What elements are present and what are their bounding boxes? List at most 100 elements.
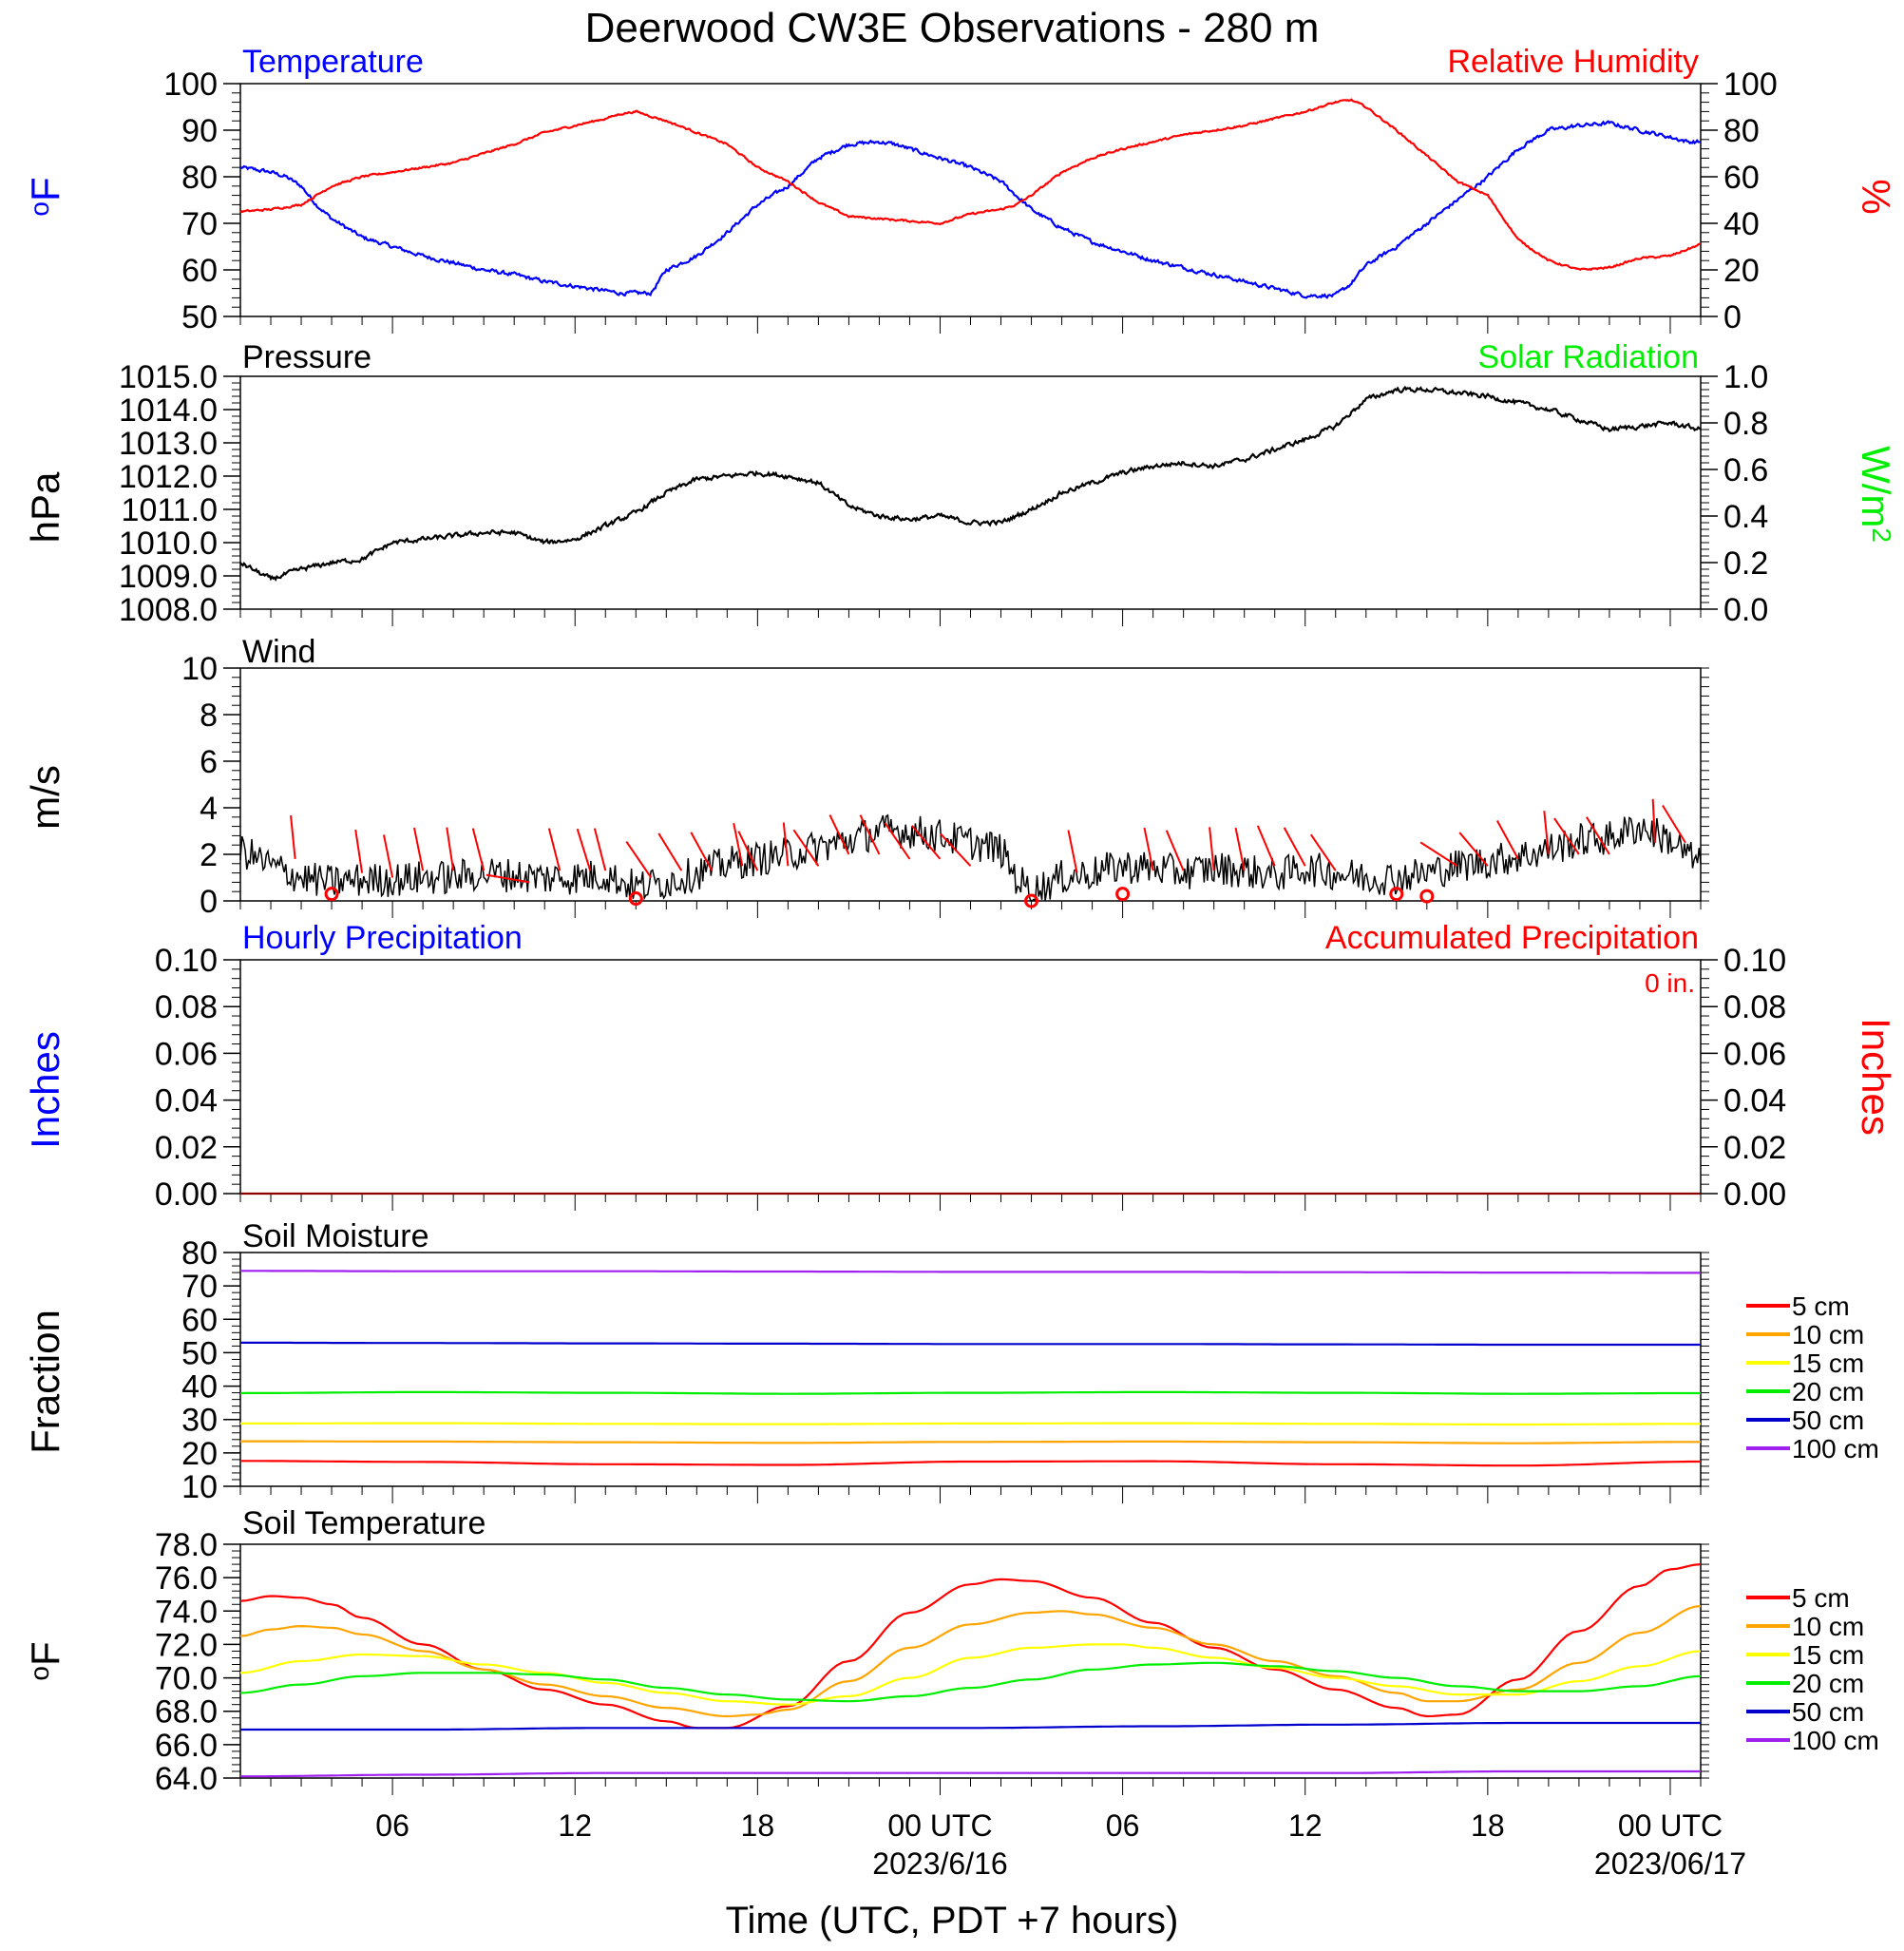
series-line-wind: [239, 813, 1702, 903]
y-tick-label: 68.0: [155, 1694, 218, 1731]
wind-barb: [657, 832, 683, 871]
y2-tick-label: 60: [1723, 160, 1760, 196]
y-tick-label: 70.0: [155, 1661, 218, 1697]
y2-tick-label: 0.0: [1723, 592, 1768, 628]
y-tick-label: 64.0: [155, 1761, 218, 1797]
wind-barb: [1495, 820, 1519, 860]
wind-barb: [1419, 841, 1458, 868]
wind-calm-marker: [1389, 887, 1404, 902]
wind-calm-marker: [628, 891, 643, 907]
y2-tick-label: 80: [1723, 113, 1760, 149]
y2-tick-label: 0.02: [1723, 1130, 1786, 1166]
series-line-50-cm: [240, 1341, 1701, 1347]
wind-barb: [911, 825, 942, 860]
panel-title-right: Relative Humidity: [1447, 44, 1699, 80]
wind-barb: [940, 832, 972, 867]
series-line-15-cm: [240, 1422, 1701, 1426]
wind-barb: [1309, 833, 1337, 871]
y2-tick-label: 20: [1723, 253, 1760, 289]
y-tick-label: 1009.0: [119, 559, 218, 595]
y-axis-label-left: oF: [23, 1641, 67, 1680]
wind-calm-marker: [1024, 893, 1039, 909]
wind-barb: [625, 840, 653, 879]
y2-tick-label: 0.00: [1723, 1176, 1786, 1213]
wind-barb: [828, 814, 850, 855]
y-tick-label: 0.04: [155, 1083, 218, 1119]
y-tick-label: 1014.0: [119, 392, 218, 429]
wind-barb: [486, 873, 530, 884]
panel-title-left: Hourly Precipitation: [242, 920, 523, 956]
y2-tick-label: 0.06: [1723, 1036, 1786, 1072]
y-tick-label: 72.0: [155, 1627, 218, 1663]
legend-label: 100 cm: [1792, 1434, 1879, 1463]
y-tick-label: 0.08: [155, 989, 218, 1025]
y-tick-label: 80: [181, 1235, 218, 1272]
x-tick-label: 00 UTC: [887, 1808, 992, 1843]
y2-tick-label: 0.6: [1723, 452, 1768, 488]
legend-label: 100 cm: [1792, 1726, 1879, 1755]
series-line-pressure: [239, 385, 1702, 583]
y-tick-label: 1008.0: [119, 592, 218, 628]
y-tick-label: 6: [200, 744, 218, 780]
y2-tick-label: 0.10: [1723, 943, 1786, 979]
y-axis-label-right: W/m2: [1854, 446, 1898, 543]
wind-barb: [1651, 798, 1656, 843]
series-line-20-cm: [239, 1390, 1701, 1395]
wind-barb: [446, 827, 455, 871]
y-tick-label: 76.0: [155, 1560, 218, 1597]
y-tick-label: 10: [181, 1469, 218, 1505]
panel-precip: 0.10 0.08 0.06 0.04 0.02 0.00 0.10 0.08 0.06 0.04…: [23, 920, 1898, 1213]
wind-calm-marker: [324, 887, 339, 902]
series-line-100-cm: [240, 1769, 1701, 1778]
legend-label: 20 cm: [1792, 1669, 1864, 1698]
y2-tick-label: 0.2: [1723, 545, 1768, 582]
legend-label: 15 cm: [1792, 1348, 1864, 1378]
panel-title-left: Temperature: [242, 44, 424, 80]
wind-barb: [1458, 832, 1489, 867]
y-tick-label: 0: [200, 884, 218, 920]
wind-calm-marker: [1115, 887, 1131, 902]
wind-barb: [1543, 811, 1550, 855]
y2-tick-label: 1.0: [1723, 359, 1768, 395]
y-tick-label: 100: [163, 67, 218, 103]
plot-frame: [239, 83, 1702, 317]
wind-barb: [1586, 816, 1610, 855]
wind-barb: [733, 822, 744, 867]
y-axis-label-left: Fraction: [23, 1310, 67, 1454]
series-line-5-cm: [240, 1460, 1701, 1467]
wind-barb: [1256, 825, 1276, 867]
accumulated-annotation: 0 in.: [1645, 968, 1695, 998]
wind-barb: [737, 831, 759, 871]
y-tick-label: 0.00: [155, 1176, 218, 1213]
y-tick-label: 50: [181, 1335, 218, 1371]
y-tick-label: 4: [200, 791, 218, 827]
x-axis-label: Time (UTC, PDT +7 hours): [726, 1900, 1179, 1941]
y-tick-label: 80: [181, 160, 218, 196]
chart-title: Deerwood CW3E Observations - 280 m: [585, 5, 1320, 51]
y2-tick-label: 40: [1723, 206, 1760, 242]
y2-tick-label: 0.8: [1723, 406, 1768, 442]
y-axis-label-left: m/s: [23, 765, 67, 830]
y-tick-label: 1011.0: [122, 492, 218, 528]
wind-barb: [782, 822, 790, 867]
y-tick-label: 78.0: [155, 1527, 218, 1563]
y-tick-label: 40: [181, 1369, 218, 1406]
panel-wind: 10 8 6 4 2 0 Wind m/s: [23, 634, 1709, 920]
legend-label: 50 cm: [1792, 1697, 1864, 1727]
series-line-10-cm: [239, 1604, 1702, 1718]
y-tick-label: 0.10: [155, 943, 218, 979]
y2-tick-label: 0: [1723, 299, 1742, 335]
y-tick-label: 1013.0: [119, 426, 218, 462]
wind-barb: [290, 815, 296, 859]
series-line-20-cm: [239, 1661, 1702, 1703]
wind-barb: [547, 828, 562, 871]
series-line-5-cm: [239, 1563, 1702, 1730]
x-tick-label: 18: [1471, 1808, 1505, 1843]
series-line-50-cm: [240, 1721, 1701, 1731]
y-tick-label: 1010.0: [119, 526, 218, 562]
series-line-temperature: [239, 120, 1702, 299]
wind-barb: [413, 827, 425, 871]
wind-barb: [382, 834, 394, 878]
